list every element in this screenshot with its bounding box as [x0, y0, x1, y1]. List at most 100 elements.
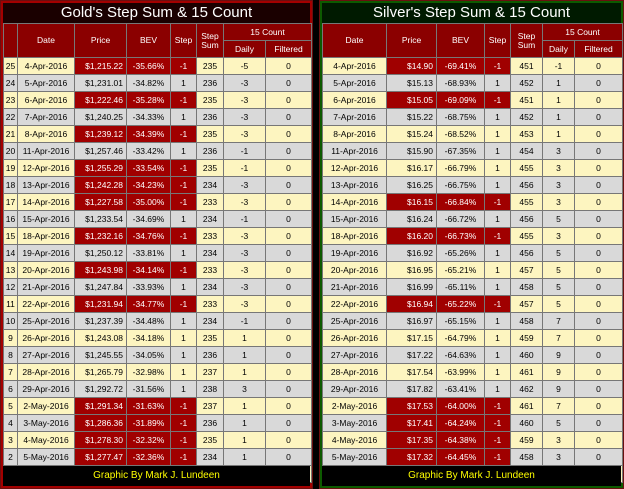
bev-cell: -35.00%	[126, 193, 171, 211]
step-sum-cell: 236	[196, 74, 224, 92]
daily-count-cell: 3	[542, 142, 575, 160]
step-sum-cell: 234	[196, 448, 224, 466]
step-sum-cell: 235	[196, 57, 224, 75]
price-cell: $17.35	[386, 431, 437, 449]
date-cell: 20-Apr-2016	[322, 261, 387, 279]
date-cell: 4-May-2016	[17, 431, 75, 449]
date-cell: 19-Apr-2016	[322, 244, 387, 262]
daily-count-cell: 5	[542, 244, 575, 262]
date-cell: 8-Apr-2016	[322, 125, 387, 143]
table-row: 9 26-Apr-2016 $1,243.08 -34.18% 1 235 1 0	[3, 329, 312, 347]
gold-header-bev: BEV	[126, 23, 171, 58]
gold-table: Date Price BEV Step Step Sum 15 Count Da…	[3, 23, 312, 483]
step-sum-cell: 238	[196, 380, 224, 398]
bev-cell: -64.45%	[436, 448, 485, 466]
silver-header-filtered: Filtered	[574, 40, 623, 58]
price-cell: $1,240.25	[74, 108, 127, 126]
bev-cell: -65.11%	[436, 278, 485, 296]
bev-cell: -65.21%	[436, 261, 485, 279]
step-sum-cell: 455	[510, 159, 543, 177]
table-row: 2-May-2016 $17.53 -64.00% -1 461 7 0	[322, 397, 623, 415]
price-cell: $16.15	[386, 193, 437, 211]
date-cell: 20-Apr-2016	[17, 261, 75, 279]
price-cell: $1,245.55	[74, 346, 127, 364]
date-cell: 12-Apr-2016	[322, 159, 387, 177]
daily-count-cell: -3	[223, 295, 266, 313]
bev-cell: -33.81%	[126, 244, 171, 262]
step-cell: 1	[170, 329, 197, 347]
step-cell: -1	[170, 414, 197, 432]
bev-cell: -63.99%	[436, 363, 485, 381]
date-cell: 8-Apr-2016	[17, 125, 75, 143]
bev-cell: -64.63%	[436, 346, 485, 364]
silver-table: Date Price BEV Step Step Sum 15 Count Da…	[322, 23, 623, 483]
price-cell: $1,227.58	[74, 193, 127, 211]
daily-count-cell: 5	[542, 278, 575, 296]
row-number-cell: 12	[3, 278, 18, 296]
bev-cell: -33.54%	[126, 159, 171, 177]
gold-header-filtered: Filtered	[265, 40, 312, 58]
silver-header-bev: BEV	[436, 23, 485, 58]
row-number-cell: 5	[3, 397, 18, 415]
step-cell: -1	[170, 261, 197, 279]
date-cell: 13-Apr-2016	[322, 176, 387, 194]
row-number-cell: 14	[3, 244, 18, 262]
price-cell: $17.82	[386, 380, 437, 398]
step-cell: 1	[484, 159, 511, 177]
table-row: 7-Apr-2016 $15.22 -68.75% 1 452 1 0	[322, 108, 623, 126]
step-cell: 1	[484, 176, 511, 194]
date-cell: 27-Apr-2016	[17, 346, 75, 364]
step-sum-cell: 236	[196, 414, 224, 432]
bev-cell: -34.05%	[126, 346, 171, 364]
price-cell: $16.25	[386, 176, 437, 194]
step-cell: 1	[170, 278, 197, 296]
gold-panel: Gold's Step Sum & 15 Count Date Price BE…	[0, 0, 313, 489]
table-row: 24 5-Apr-2016 $1,231.01 -34.82% 1 236 -3 0	[3, 74, 312, 92]
daily-count-cell: 9	[542, 363, 575, 381]
gold-header-rownum	[3, 23, 18, 58]
bev-cell: -66.79%	[436, 159, 485, 177]
row-number-cell: 8	[3, 346, 18, 364]
filtered-count-cell: 0	[265, 227, 312, 245]
price-cell: $16.24	[386, 210, 437, 228]
silver-header-step-sum: Step Sum	[510, 23, 543, 58]
table-row: 11 22-Apr-2016 $1,231.94 -34.77% -1 233 -3 0	[3, 295, 312, 313]
date-cell: 5-May-2016	[322, 448, 387, 466]
price-cell: $1,243.98	[74, 261, 127, 279]
price-cell: $17.22	[386, 346, 437, 364]
gold-footer-credit: Graphic By Mark J. Lundeen	[3, 466, 310, 486]
table-row: 18 13-Apr-2016 $1,242.28 -34.23% -1 234 -3 0	[3, 176, 312, 194]
table-row: 4-May-2016 $17.35 -64.38% -1 459 3 0	[322, 431, 623, 449]
step-cell: 1	[484, 210, 511, 228]
step-sum-cell: 233	[196, 295, 224, 313]
step-sum-cell: 454	[510, 142, 543, 160]
bev-cell: -33.42%	[126, 142, 171, 160]
filtered-count-cell: 0	[574, 312, 623, 330]
step-cell: 1	[170, 108, 197, 126]
step-cell: 1	[170, 210, 197, 228]
step-sum-cell: 459	[510, 329, 543, 347]
price-cell: $1,231.01	[74, 74, 127, 92]
filtered-count-cell: 0	[574, 363, 623, 381]
step-sum-cell: 234	[196, 278, 224, 296]
step-cell: 1	[170, 380, 197, 398]
daily-count-cell: 5	[542, 261, 575, 279]
filtered-count-cell: 0	[265, 431, 312, 449]
step-sum-cell: 458	[510, 312, 543, 330]
price-cell: $1,239.12	[74, 125, 127, 143]
step-sum-cell: 456	[510, 244, 543, 262]
daily-count-cell: 9	[542, 380, 575, 398]
date-cell: 18-Apr-2016	[17, 227, 75, 245]
gold-header-step: Step	[170, 23, 197, 58]
bev-cell: -64.38%	[436, 431, 485, 449]
date-cell: 15-Apr-2016	[17, 210, 75, 228]
daily-count-cell: -1	[223, 142, 266, 160]
bev-cell: -64.24%	[436, 414, 485, 432]
step-sum-cell: 460	[510, 414, 543, 432]
filtered-count-cell: 0	[265, 142, 312, 160]
filtered-count-cell: 0	[265, 414, 312, 432]
row-number-cell: 24	[3, 74, 18, 92]
step-sum-cell: 234	[196, 210, 224, 228]
table-row: 14 19-Apr-2016 $1,250.12 -33.81% 1 234 -3 0	[3, 244, 312, 262]
row-number-cell: 17	[3, 193, 18, 211]
